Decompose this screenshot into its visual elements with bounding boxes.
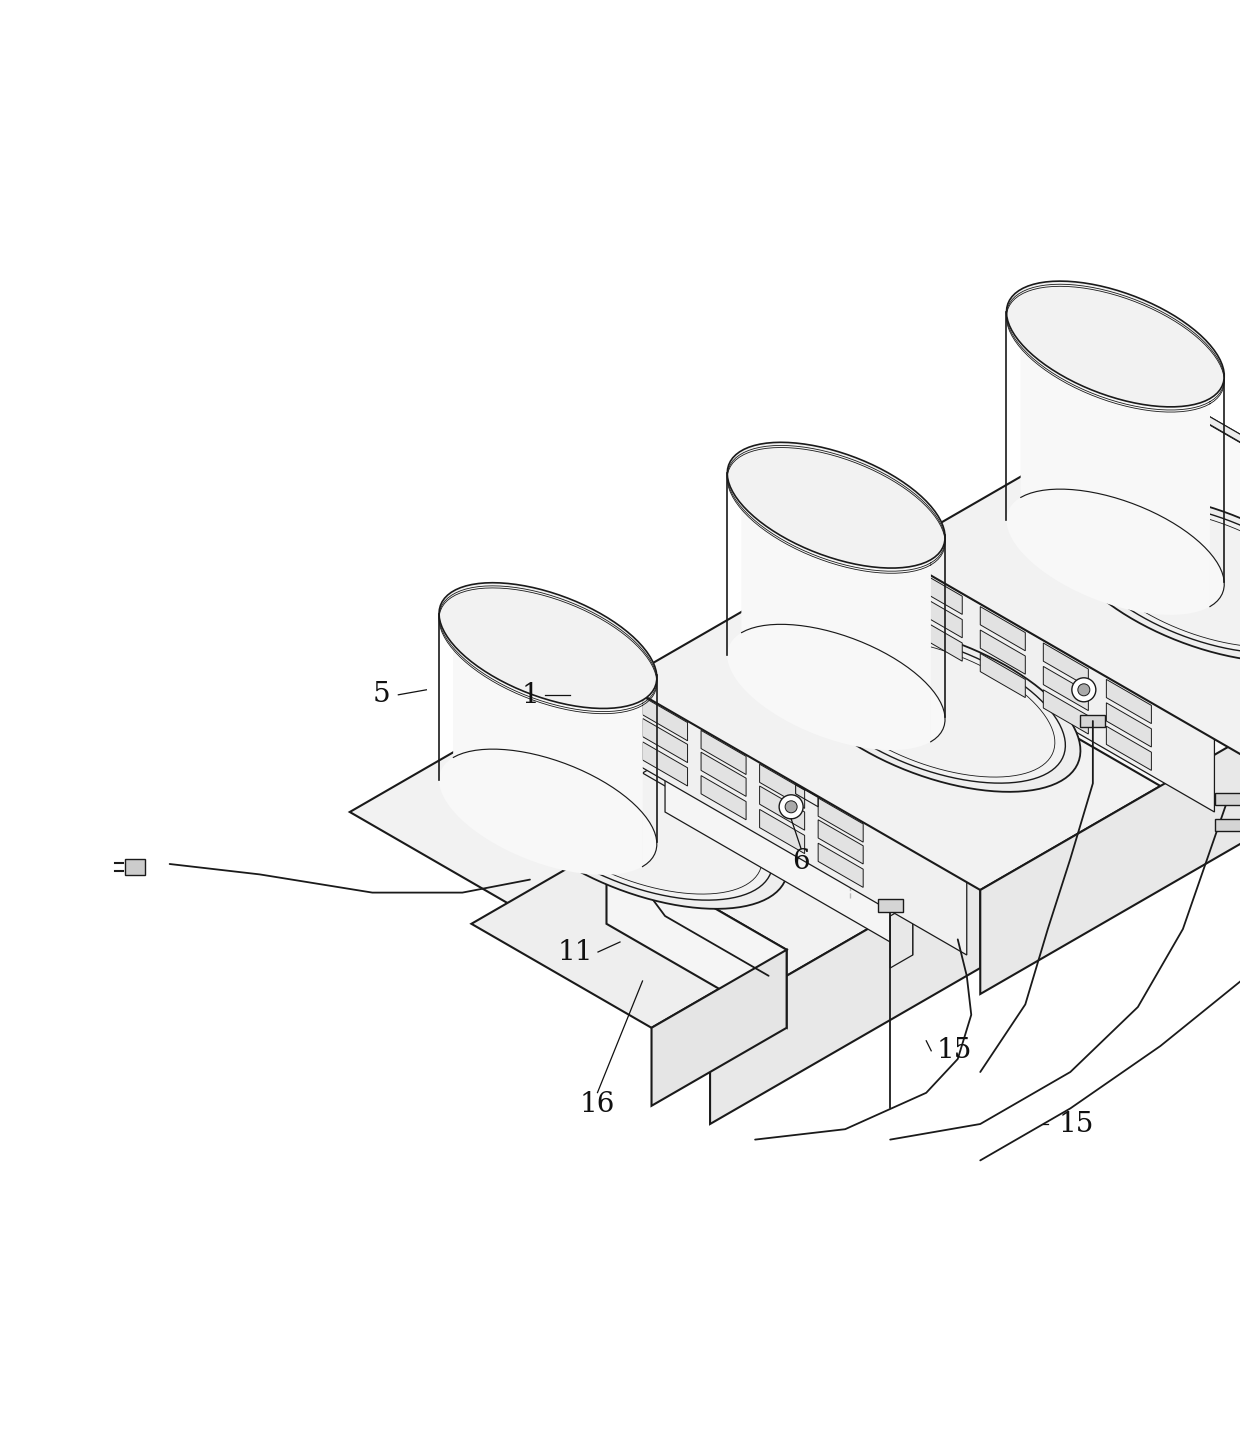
Polygon shape [805, 632, 1065, 783]
Polygon shape [1043, 644, 1089, 687]
Polygon shape [760, 809, 805, 854]
Polygon shape [981, 631, 1025, 674]
Polygon shape [620, 648, 981, 864]
Polygon shape [981, 734, 1240, 994]
Polygon shape [439, 583, 657, 708]
Text: 5: 5 [372, 681, 391, 708]
Polygon shape [890, 396, 1240, 760]
Polygon shape [973, 857, 981, 868]
Polygon shape [497, 742, 787, 909]
Polygon shape [620, 526, 1240, 890]
Polygon shape [642, 742, 687, 786]
FancyBboxPatch shape [1080, 714, 1105, 727]
Polygon shape [904, 541, 1214, 812]
Polygon shape [1106, 680, 1152, 723]
Circle shape [779, 795, 804, 819]
FancyBboxPatch shape [1215, 819, 1240, 831]
FancyBboxPatch shape [878, 900, 903, 912]
Polygon shape [1106, 726, 1152, 770]
Polygon shape [818, 819, 863, 864]
Polygon shape [742, 442, 945, 742]
Polygon shape [981, 654, 1025, 697]
Polygon shape [1021, 281, 1224, 606]
Polygon shape [642, 760, 913, 916]
Polygon shape [1075, 503, 1240, 654]
Polygon shape [606, 845, 786, 1028]
Polygon shape [614, 648, 981, 860]
Polygon shape [634, 671, 967, 955]
Polygon shape [727, 442, 945, 567]
Polygon shape [816, 639, 1055, 778]
FancyBboxPatch shape [1215, 792, 1240, 805]
Polygon shape [918, 616, 962, 661]
Polygon shape [512, 750, 773, 900]
Polygon shape [1043, 667, 1089, 710]
Polygon shape [890, 526, 1240, 838]
Polygon shape [1007, 281, 1224, 408]
Polygon shape [350, 657, 981, 1020]
Polygon shape [454, 583, 657, 867]
FancyBboxPatch shape [125, 858, 145, 874]
Polygon shape [642, 697, 687, 740]
Polygon shape [790, 624, 1080, 792]
Polygon shape [701, 730, 746, 775]
Polygon shape [1086, 508, 1240, 647]
Polygon shape [818, 844, 863, 887]
Text: 11: 11 [557, 939, 593, 965]
Polygon shape [890, 903, 913, 968]
Polygon shape [665, 760, 913, 955]
Polygon shape [439, 590, 642, 876]
Polygon shape [1161, 389, 1240, 603]
Polygon shape [949, 573, 1092, 670]
Circle shape [1078, 684, 1090, 696]
Polygon shape [882, 819, 957, 874]
Polygon shape [760, 786, 805, 831]
Polygon shape [701, 776, 746, 819]
Polygon shape [918, 570, 962, 615]
Text: 15: 15 [1058, 1110, 1094, 1138]
Polygon shape [1161, 396, 1240, 708]
Polygon shape [981, 606, 1025, 651]
Text: 6: 6 [792, 848, 810, 876]
Polygon shape [918, 593, 962, 638]
Polygon shape [471, 845, 786, 1028]
Polygon shape [728, 451, 931, 750]
Polygon shape [642, 683, 665, 706]
Polygon shape [1153, 389, 1240, 600]
Polygon shape [678, 703, 822, 796]
Polygon shape [883, 518, 1240, 730]
Polygon shape [523, 756, 763, 894]
Polygon shape [1043, 690, 1089, 734]
Text: 16: 16 [580, 1092, 615, 1117]
Polygon shape [890, 518, 1240, 734]
Polygon shape [620, 657, 981, 968]
Polygon shape [1007, 289, 1210, 615]
Polygon shape [760, 765, 805, 808]
Polygon shape [1106, 703, 1152, 747]
Polygon shape [651, 950, 786, 1106]
Polygon shape [818, 798, 863, 842]
Polygon shape [701, 752, 746, 796]
Text: 15: 15 [936, 1037, 972, 1064]
Circle shape [1071, 678, 1096, 701]
Polygon shape [711, 864, 981, 1125]
Polygon shape [1060, 494, 1240, 662]
Polygon shape [642, 719, 687, 763]
Text: 1: 1 [522, 681, 539, 708]
Circle shape [785, 801, 797, 812]
